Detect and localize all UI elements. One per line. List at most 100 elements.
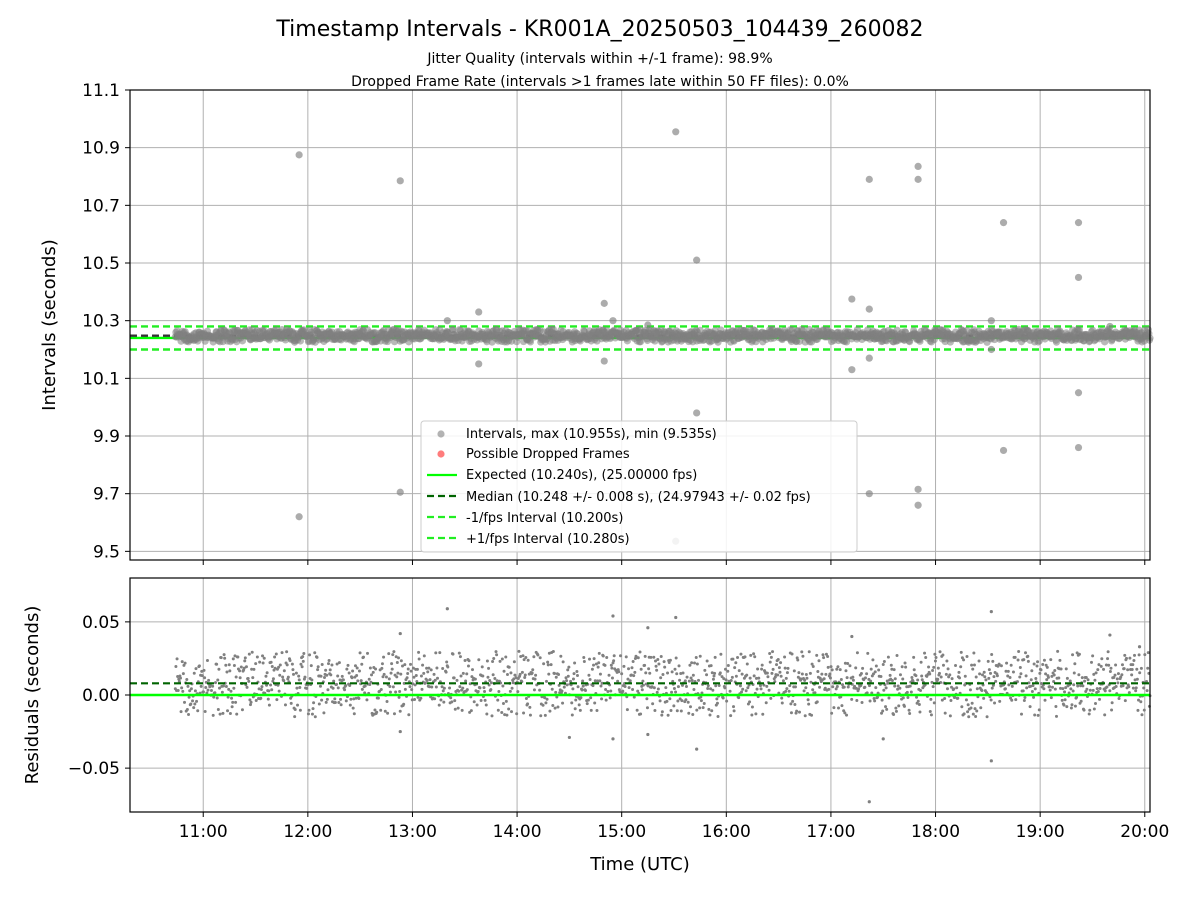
residual-point: [1071, 653, 1075, 657]
residual-point: [541, 703, 545, 707]
residual-point: [908, 684, 912, 688]
residual-point: [1067, 691, 1071, 695]
residual-point: [748, 676, 752, 680]
residual-point: [1139, 666, 1143, 670]
residual-point: [282, 679, 286, 683]
residual-point: [653, 708, 657, 712]
residual-point: [750, 705, 754, 709]
legend-box: [420, 420, 858, 553]
residual-point: [677, 664, 681, 668]
residual-point: [356, 679, 360, 683]
residual-point: [632, 674, 636, 678]
residual-point: [804, 686, 808, 690]
residual-point: [694, 656, 698, 660]
residual-point: [911, 679, 915, 683]
residual-point: [726, 669, 730, 673]
residual-point: [980, 689, 984, 693]
residual-point: [1059, 667, 1063, 671]
residual-point: [536, 653, 540, 657]
residual-point: [267, 703, 271, 707]
residual-point: [917, 702, 921, 706]
residual-point: [445, 660, 449, 664]
residual-point: [871, 672, 875, 676]
residual-point: [647, 667, 651, 671]
residual-point: [865, 672, 869, 676]
residual-point: [353, 664, 357, 668]
residual-point: [298, 708, 302, 712]
residual-point: [1114, 663, 1118, 667]
intervals-panel: 9.5 9.7 9.9 10.1 10.3 10.5 10.7 10.9 11.1 Interv…: [39, 81, 1154, 565]
residual-point: [435, 666, 439, 670]
residual-point: [485, 712, 489, 716]
residual-point: [963, 674, 967, 678]
residual-point: [1069, 687, 1073, 691]
residual-point: [508, 689, 512, 693]
residual-point: [799, 677, 803, 681]
residual-point: [297, 678, 301, 682]
legend-marker-dropped: [437, 450, 445, 458]
residual-point: [732, 709, 736, 713]
residual-point: [683, 679, 687, 683]
residual-point: [664, 686, 668, 690]
residual-point: [1031, 684, 1035, 688]
residual-point: [369, 680, 373, 684]
residual-point: [516, 690, 520, 694]
residual-point: [993, 701, 997, 705]
residual-point: [337, 700, 341, 704]
residual-point: [515, 712, 519, 716]
x-tick-label: 12:00: [283, 822, 332, 842]
residual-point: [225, 670, 229, 674]
residual-outlier-point: [398, 631, 402, 636]
x-tick-label: 15:00: [597, 822, 646, 842]
residual-point: [769, 696, 773, 700]
residual-point: [675, 709, 679, 713]
residual-point: [269, 683, 273, 687]
intervals-y-tick-label: 10.5: [82, 254, 120, 274]
residual-point: [681, 671, 685, 675]
interval-outlier-point: [600, 357, 608, 365]
residual-point: [187, 695, 191, 699]
residual-point: [1136, 708, 1140, 712]
residual-point: [229, 689, 233, 693]
residual-point: [643, 654, 647, 658]
residual-point: [990, 686, 994, 690]
residual-outlier-point: [850, 634, 854, 639]
residual-point: [224, 685, 228, 689]
residual-point: [715, 697, 719, 701]
residual-outlier-point: [445, 607, 449, 611]
residual-point: [460, 708, 464, 712]
residual-point: [207, 678, 211, 682]
residual-point: [573, 661, 577, 665]
residual-point: [707, 707, 711, 711]
residual-point: [1120, 673, 1124, 677]
interval-outlier-point: [865, 354, 873, 362]
residual-point: [544, 679, 548, 683]
residual-point: [886, 655, 890, 659]
residual-point: [193, 689, 197, 693]
residual-point: [363, 684, 367, 688]
residual-point: [425, 679, 429, 683]
residual-outlier-point: [1108, 633, 1112, 637]
residual-point: [566, 668, 570, 672]
residual-point: [807, 650, 811, 654]
residual-point: [1072, 671, 1076, 675]
residual-point: [422, 671, 426, 675]
residual-point: [322, 675, 326, 679]
interval-outlier-point: [865, 490, 873, 498]
residual-point: [234, 675, 238, 679]
residual-point: [228, 669, 232, 673]
residual-point: [236, 655, 240, 659]
residual-point: [559, 654, 563, 658]
residual-point: [238, 676, 242, 680]
residual-point: [273, 666, 277, 670]
residual-point: [1085, 687, 1089, 691]
residual-point: [808, 671, 812, 675]
intervals-y-tick-label: 9.7: [93, 485, 120, 505]
residual-point: [511, 681, 515, 685]
residual-point: [380, 662, 384, 666]
residual-point: [658, 699, 662, 703]
residual-point: [645, 697, 649, 701]
residual-point: [1120, 663, 1124, 667]
residual-point: [596, 679, 600, 683]
interval-outlier-point: [609, 317, 617, 325]
